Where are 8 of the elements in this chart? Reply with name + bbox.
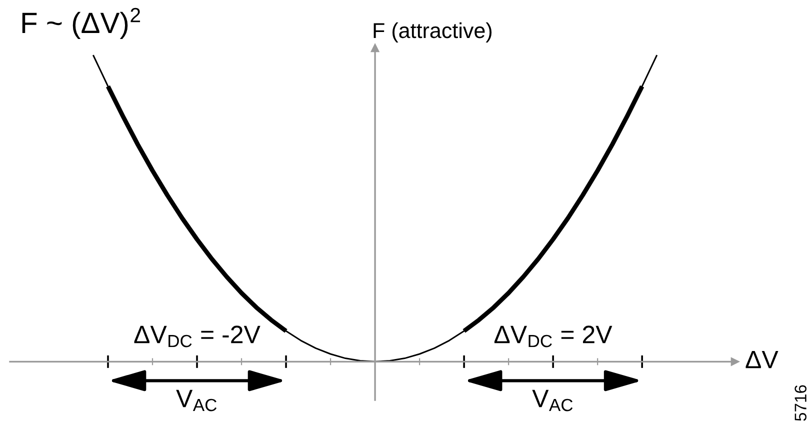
text: V$_{AC}$ [532, 390, 573, 412]
chart-title: F ~ (ΔV)$^{2}$ [22, 8, 140, 39]
text: 5716 [794, 385, 806, 421]
x-axis-title: ΔV [746, 350, 778, 368]
y-axis-title: F (attractive) [374, 22, 492, 42]
text: V$_{AC}$ [176, 390, 217, 412]
annotation: ΔV$_{DC}$ = 2V [494, 326, 612, 348]
annotation: ΔV$_{DC}$ = -2V [134, 326, 260, 348]
